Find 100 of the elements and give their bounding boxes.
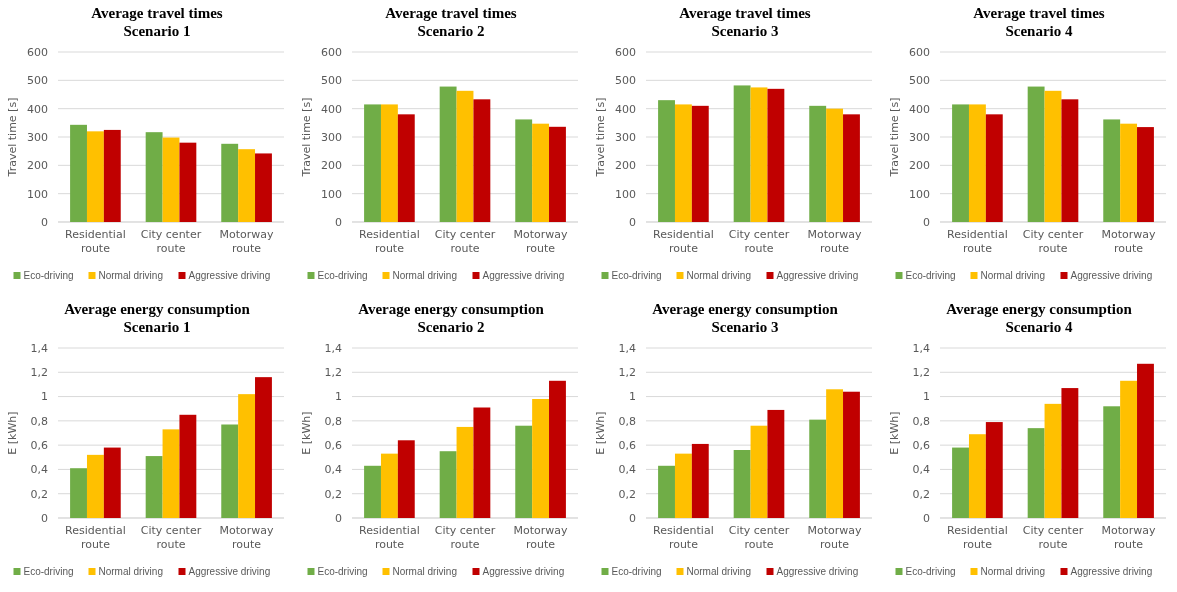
legend-label: Eco-driving <box>905 566 956 577</box>
bar <box>658 465 675 518</box>
y-tick-label: 1,2 <box>912 366 930 380</box>
bar <box>1120 123 1138 222</box>
x-tick-label: Motorway route <box>807 524 863 551</box>
bar <box>809 419 827 518</box>
y-axis-title: Travel time [s] <box>888 97 901 178</box>
y-tick-label: 300 <box>909 130 930 144</box>
bar <box>826 108 844 222</box>
y-axis-title: E [kWh] <box>888 411 901 455</box>
y-tick-label: 500 <box>27 74 48 88</box>
bar <box>380 453 398 518</box>
chart-subtitle: Scenario 2 <box>417 319 485 335</box>
x-tick-label: Motorway route <box>219 228 275 255</box>
y-tick-label: 0 <box>923 215 930 229</box>
bar <box>221 143 239 222</box>
x-tick-label: City center route <box>434 228 496 255</box>
y-tick-label: 1,2 <box>30 366 48 380</box>
x-tick-label: Residential route <box>653 524 714 551</box>
y-tick-label: 0,8 <box>618 414 636 428</box>
y-tick-label: 0 <box>41 511 48 525</box>
y-tick-label: 600 <box>321 45 342 59</box>
y-axis-title: E [kWh] <box>6 411 19 455</box>
legend-label: Eco-driving <box>611 270 662 281</box>
x-tick-label: Motorway route <box>513 228 569 255</box>
x-tick-label: City center route <box>1022 228 1084 255</box>
chart-subtitle: Scenario 2 <box>417 23 485 39</box>
y-tick-label: 0,2 <box>324 487 342 501</box>
legend-label: Aggressive driving <box>188 270 271 281</box>
chart-title: Average travel times <box>973 5 1105 21</box>
y-tick-label: 0,2 <box>30 487 48 501</box>
bar <box>70 468 87 518</box>
x-tick-label: Motorway route <box>513 524 569 551</box>
legend-label: Aggressive driving <box>482 270 565 281</box>
bar <box>145 456 163 518</box>
y-tick-label: 0,2 <box>618 487 636 501</box>
bar <box>1027 428 1045 518</box>
y-axis-title: Travel time [s] <box>300 97 313 178</box>
legend-label: Normal driving <box>686 270 751 281</box>
chart-subtitle: Scenario 3 <box>711 23 779 39</box>
bar <box>691 105 709 222</box>
bar <box>674 453 692 518</box>
legend-label: Normal driving <box>98 566 163 577</box>
y-tick-label: 1 <box>41 390 48 404</box>
bar <box>549 126 566 222</box>
bar <box>1061 99 1079 222</box>
bar <box>238 394 256 518</box>
y-tick-label: 0,8 <box>324 414 342 428</box>
y-tick-label: 300 <box>321 130 342 144</box>
y-tick-label: 0 <box>41 215 48 229</box>
legend-label: Eco-driving <box>611 566 662 577</box>
x-tick-label: Motorway route <box>219 524 275 551</box>
legend-label: Normal driving <box>980 566 1045 577</box>
bar <box>952 104 969 222</box>
bar <box>515 425 533 518</box>
y-tick-label: 1 <box>923 390 930 404</box>
bar <box>968 104 986 222</box>
bar <box>1044 90 1062 222</box>
bar <box>549 380 566 518</box>
y-tick-label: 100 <box>321 187 342 201</box>
chart-title: Average travel times <box>679 5 811 21</box>
y-tick-label: 0,4 <box>618 463 636 477</box>
bar <box>145 132 163 222</box>
bar <box>691 443 709 518</box>
bar <box>473 407 491 518</box>
bar <box>179 142 197 222</box>
bar <box>750 425 768 518</box>
bar <box>658 100 675 222</box>
y-tick-label: 1,4 <box>30 341 48 355</box>
legend-label: Eco-driving <box>23 270 74 281</box>
bar <box>1137 127 1154 222</box>
bar <box>86 131 104 222</box>
chart-title: Average energy consumption <box>946 301 1133 317</box>
legend-label: Normal driving <box>392 566 457 577</box>
y-tick-label: 0,6 <box>618 438 636 452</box>
bar <box>1120 380 1138 518</box>
bar <box>1103 119 1121 222</box>
legend-label: Aggressive driving <box>188 566 271 577</box>
y-tick-label: 0,4 <box>324 463 342 477</box>
bar <box>70 124 87 222</box>
y-tick-label: 300 <box>615 130 636 144</box>
y-tick-label: 0 <box>629 215 636 229</box>
y-tick-label: 200 <box>909 159 930 173</box>
bar <box>532 399 550 518</box>
legend-label: Normal driving <box>392 270 457 281</box>
x-tick-label: City center route <box>1022 524 1084 551</box>
y-tick-label: 0,4 <box>912 463 930 477</box>
x-tick-label: Residential route <box>947 228 1008 255</box>
bar <box>843 391 860 518</box>
chart-subtitle: Scenario 1 <box>123 319 191 335</box>
legend-label: Aggressive driving <box>482 566 565 577</box>
bar <box>1027 86 1045 222</box>
bar <box>985 114 1003 222</box>
y-tick-label: 500 <box>615 74 636 88</box>
y-tick-label: 600 <box>909 45 930 59</box>
y-tick-label: 0,8 <box>912 414 930 428</box>
y-tick-label: 0,8 <box>30 414 48 428</box>
bar <box>809 105 827 222</box>
bar <box>952 447 969 518</box>
chart-subtitle: Scenario 3 <box>711 319 779 335</box>
